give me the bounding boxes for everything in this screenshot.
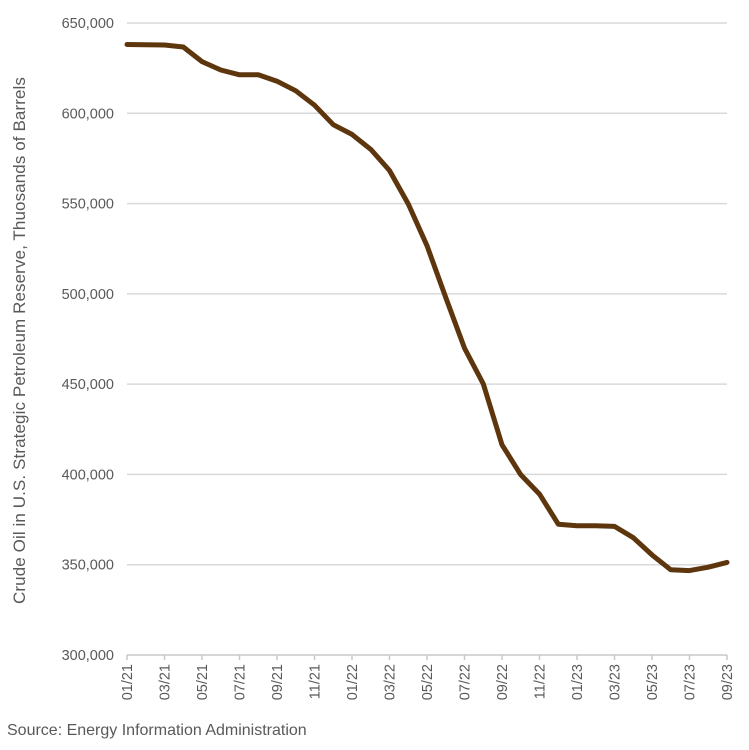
y-tick-label: 600,000 [62,106,114,122]
x-tick-label: 05/21 [195,664,211,700]
x-tick-label: 09/21 [270,664,286,700]
x-tick-label: 05/22 [420,664,436,700]
x-tick-label: 11/22 [533,664,549,699]
data-line [124,42,730,574]
y-tick-label: 400,000 [62,467,114,483]
x-tick-label: 01/21 [120,664,136,700]
x-tick-label: 11/21 [308,664,324,699]
y-tick-label: 350,000 [62,558,114,574]
x-tick-label: 07/23 [683,664,699,700]
x-tick-label: 05/23 [645,664,661,700]
y-tick-label: 300,000 [62,648,114,664]
y-tick-label: 650,000 [62,16,114,32]
x-tick-label: 03/22 [383,664,399,700]
x-tick-label: 09/22 [495,664,511,700]
x-tick-label: 01/23 [570,664,586,700]
x-tick-label: 09/23 [720,664,736,700]
y-tick-label: 500,000 [62,287,114,303]
x-tick-label: 07/22 [458,664,474,700]
x-tick-label: 01/22 [345,664,361,700]
y-tick-label: 450,000 [62,377,114,393]
x-tick-label: 03/21 [158,664,174,700]
chart-canvas: 650,000 600,000 550,000 500,000 450,000 400,0… [62,16,736,700]
y-tick-label: 550,000 [62,197,114,213]
source-note: Source: Energy Information Administratio… [7,722,307,739]
x-tick-label: 03/23 [608,664,624,700]
x-tick-label: 07/21 [233,664,249,700]
